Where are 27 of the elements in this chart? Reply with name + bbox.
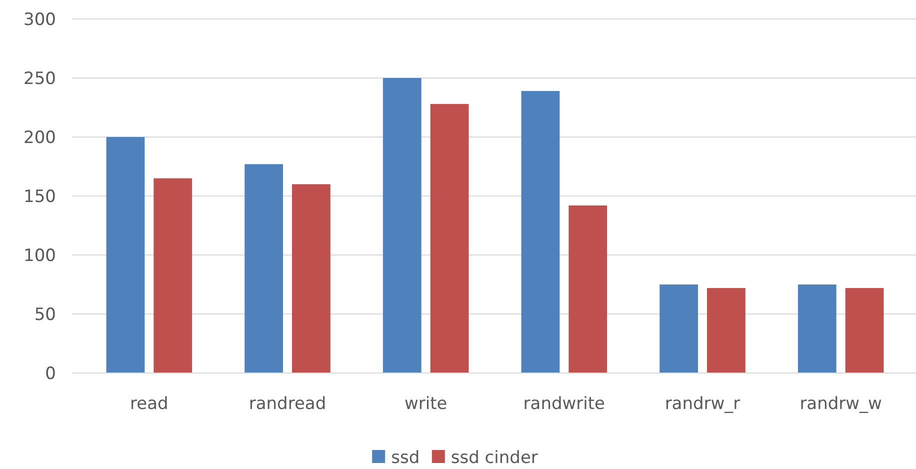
x-tick-label: read <box>130 394 168 414</box>
y-tick-label: 300 <box>24 10 56 30</box>
legend-label: ssd cinder <box>450 448 538 468</box>
bar <box>106 137 145 373</box>
bar <box>798 284 836 373</box>
bar <box>521 90 560 373</box>
bar <box>430 104 469 373</box>
bar <box>244 164 283 373</box>
x-tick-label: randwrite <box>523 394 606 414</box>
y-tick-label: 0 <box>45 364 56 384</box>
y-tick-label: 50 <box>34 304 56 325</box>
x-tick-label: randrw_r <box>664 394 740 414</box>
y-tick-label: 150 <box>24 186 56 207</box>
y-tick-label: 200 <box>24 128 56 148</box>
bar <box>568 205 608 373</box>
x-tick-label: randread <box>248 394 326 414</box>
bar <box>154 178 192 373</box>
bar <box>845 288 884 373</box>
y-tick-label: 100 <box>24 246 56 266</box>
x-tick-label: randrw_w <box>800 394 882 414</box>
bar <box>707 288 746 373</box>
bar <box>382 78 422 373</box>
bar <box>292 184 330 373</box>
legend-label: ssd <box>391 448 420 468</box>
x-tick-label: write <box>404 394 448 414</box>
bar <box>660 284 698 373</box>
y-tick-label: 250 <box>24 68 56 89</box>
